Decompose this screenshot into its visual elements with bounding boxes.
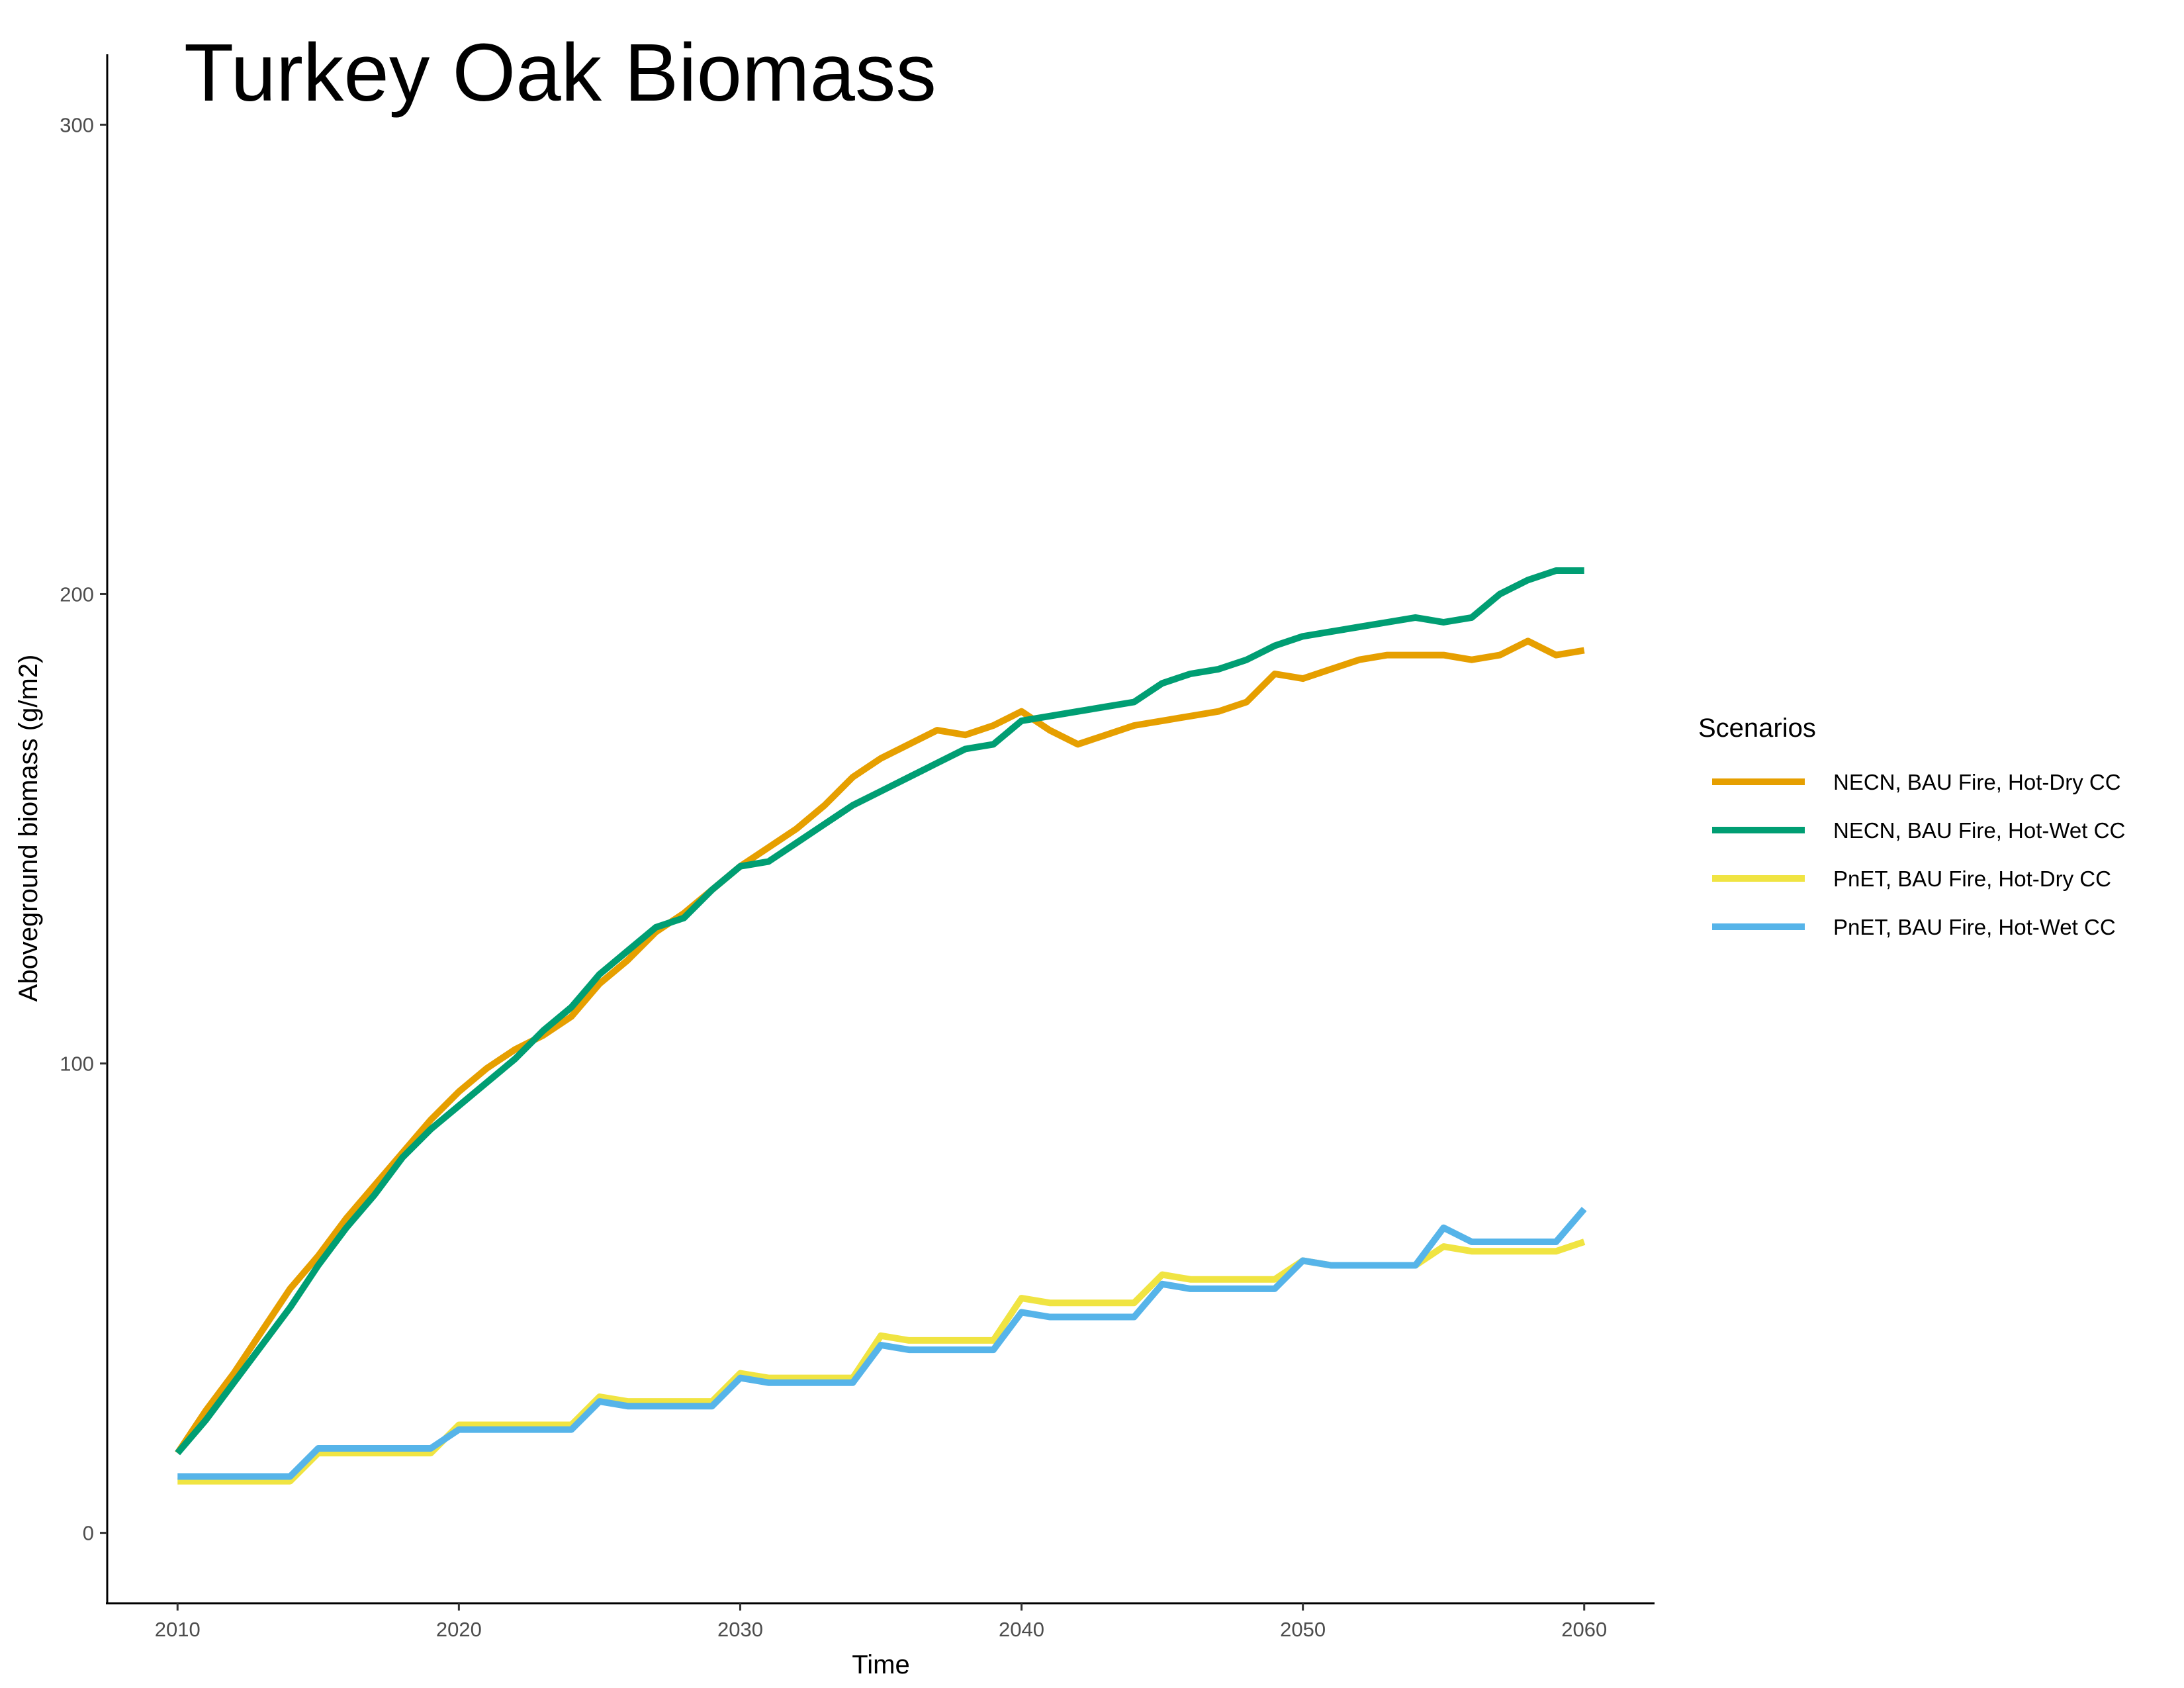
x-tick-label: 2010	[155, 1618, 201, 1641]
series-line-2	[175, 567, 1584, 1456]
x-tick-label: 2040	[999, 1618, 1044, 1641]
x-tick-label: 2020	[436, 1618, 482, 1641]
y-axis-ticks: 0 100 200 300	[60, 113, 107, 1545]
legend-label-4: PnET, BAU Fire, Hot-Wet CC	[1833, 915, 2116, 939]
y-tick-label: 100	[60, 1053, 94, 1076]
y-tick-label: 200	[60, 583, 94, 606]
legend-label-3: PnET, BAU Fire, Hot-Dry CC	[1833, 867, 2111, 891]
x-tick-label: 2060	[1561, 1618, 1607, 1641]
x-tick-label: 2050	[1280, 1618, 1326, 1641]
series-line-4	[177, 1207, 1587, 1480]
chart-title: Turkey Oak Biomass	[184, 28, 936, 118]
legend: Scenarios NECN, BAU Fire, Hot-Dry CC NECN…	[1698, 714, 2125, 939]
y-axis-title: Aboveground biomass (g/m2)	[14, 655, 43, 1002]
y-tick-label: 0	[83, 1522, 94, 1545]
legend-label-2: NECN, BAU Fire, Hot-Wet CC	[1833, 818, 2125, 843]
series-lines	[175, 567, 1587, 1485]
y-tick-label: 300	[60, 113, 94, 136]
x-axis-ticks: 2010 2020 2030 2040 2050 2060	[155, 1603, 1607, 1641]
legend-label-1: NECN, BAU Fire, Hot-Dry CC	[1833, 770, 2121, 794]
legend-title: Scenarios	[1698, 714, 1816, 743]
x-axis-title: Time	[852, 1650, 909, 1679]
series-line-1	[175, 637, 1585, 1455]
x-tick-label: 2030	[717, 1618, 763, 1641]
